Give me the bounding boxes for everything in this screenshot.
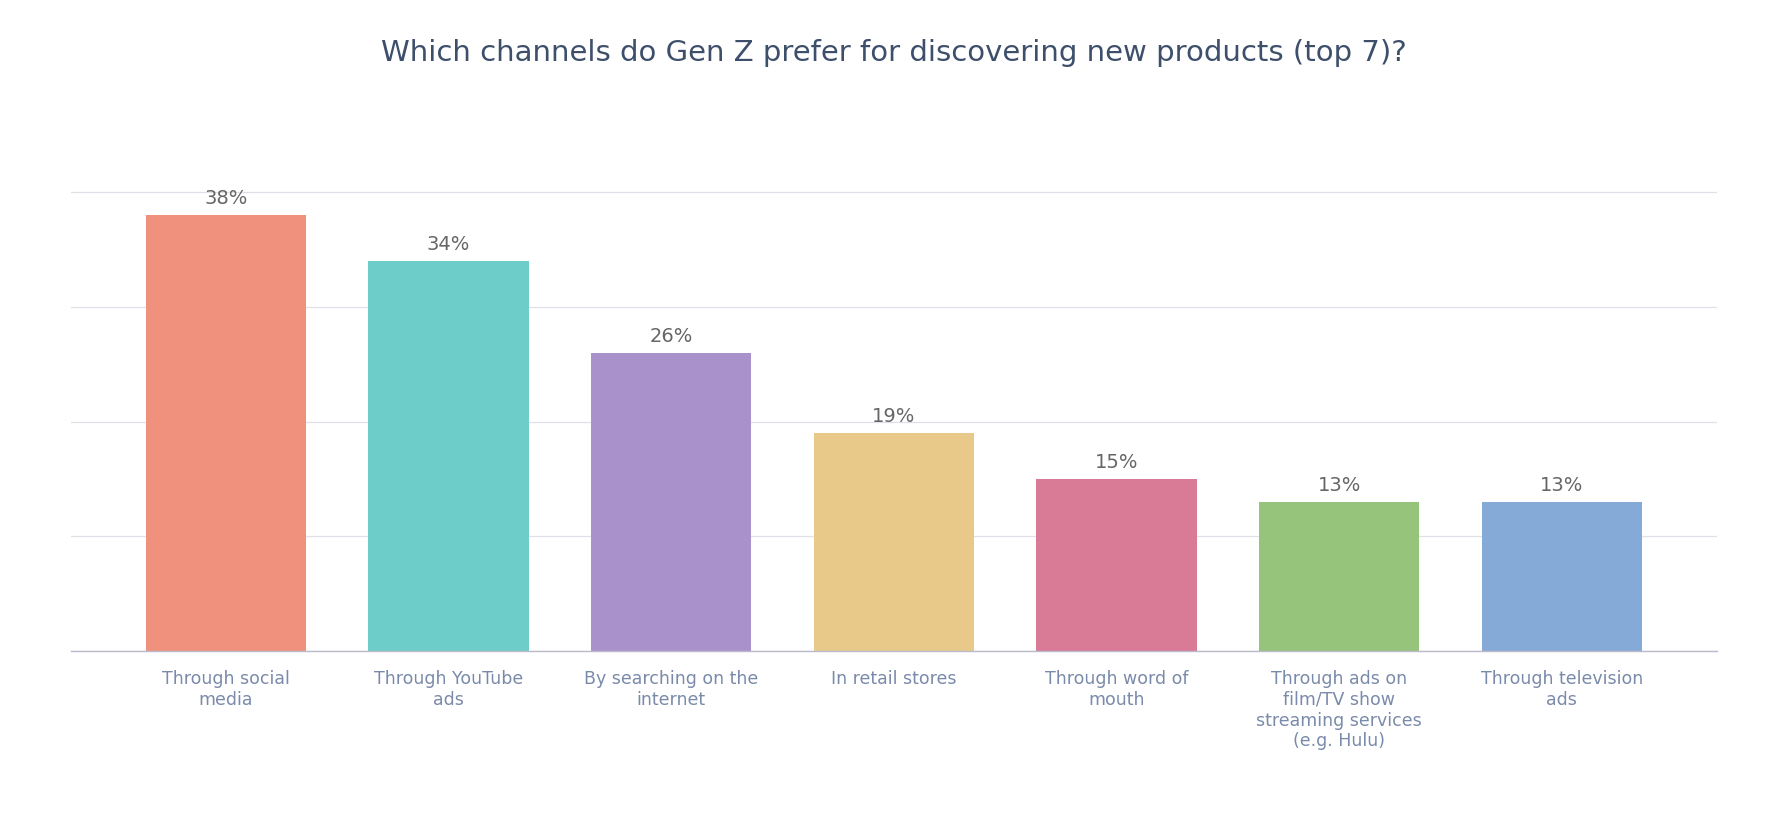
Text: 26%: 26% — [650, 326, 692, 346]
Bar — [1258, 502, 1420, 651]
Text: 38%: 38% — [204, 189, 248, 208]
Bar — [368, 261, 529, 651]
Bar — [814, 433, 974, 651]
Text: 15%: 15% — [1096, 453, 1138, 473]
Bar — [145, 215, 306, 651]
Text: 34%: 34% — [427, 235, 471, 254]
Text: 13%: 13% — [1317, 476, 1361, 495]
Bar — [1037, 479, 1197, 651]
Bar — [591, 353, 750, 651]
Title: Which channels do Gen Z prefer for discovering new products (top 7)?: Which channels do Gen Z prefer for disco… — [381, 39, 1407, 68]
Text: 19%: 19% — [873, 407, 915, 427]
Bar — [1481, 502, 1643, 651]
Text: 13%: 13% — [1540, 476, 1584, 495]
